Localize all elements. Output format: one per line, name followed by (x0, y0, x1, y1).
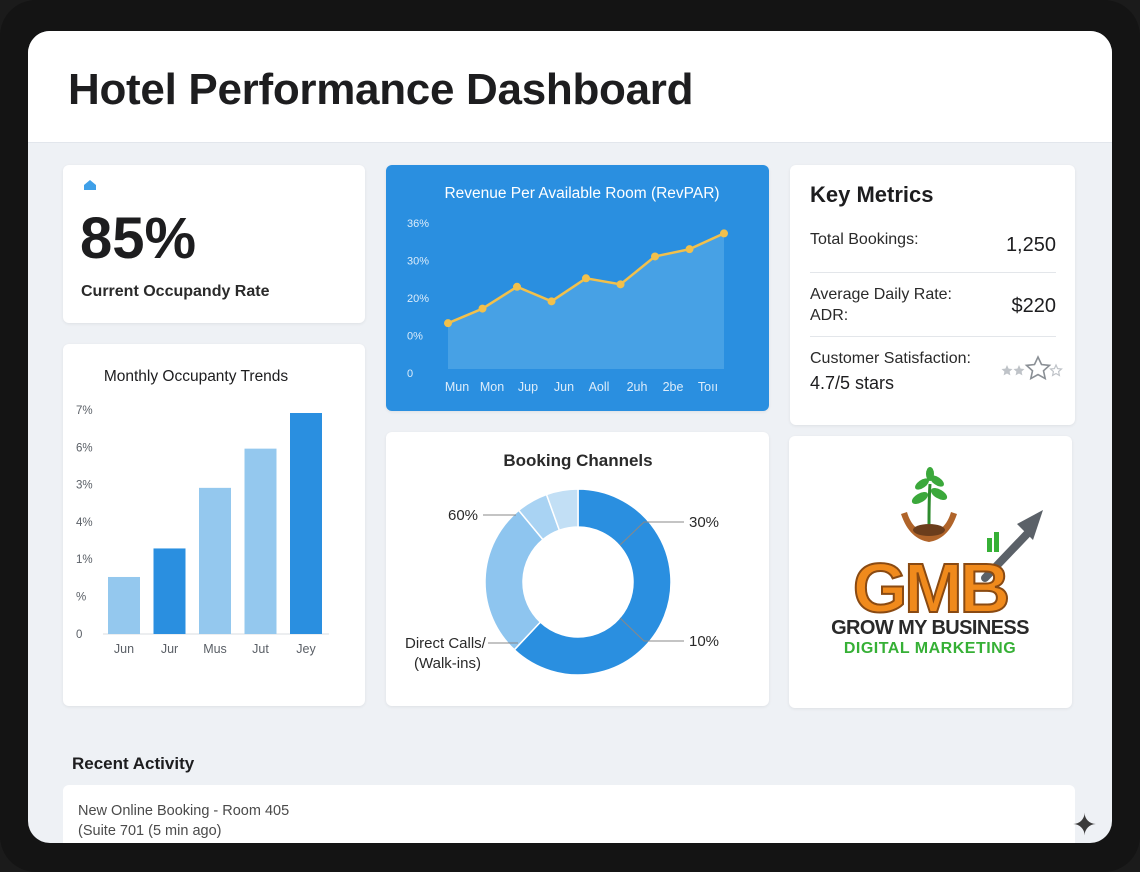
trend-y-tick: 7% (76, 405, 93, 417)
star-icon (1049, 363, 1063, 377)
revpar-y-tick: 0 (407, 368, 413, 380)
trend-y-tick: 3% (76, 480, 93, 492)
donut-segment-lightest (545, 488, 579, 532)
revpar-x-label: Aoll (589, 380, 610, 394)
metric-value: 1,250 (1005, 234, 1056, 256)
logo-initials: GMB (853, 549, 1008, 627)
gmb-logo: GMB GROW MY BUSINESS DIGITAL MARKETING (831, 467, 1043, 657)
trend-bar (290, 413, 322, 634)
revpar-point (444, 319, 452, 328)
trend-x-label: Jey (296, 642, 316, 656)
header: Hotel Performance Dashboard (28, 31, 1112, 143)
revpar-x-label: Toıı (698, 380, 718, 394)
metric-value: $220 (1011, 295, 1057, 317)
trend-y-tick: 1% (76, 554, 93, 566)
monthly-trends-chart: Monthly Occupanty Trends 7% 6% 3% 4% 1%% 0 Ju… (76, 368, 329, 656)
trend-x-label: Jur (161, 642, 178, 656)
revpar-x-label: Jun (554, 380, 574, 394)
trend-x-label: Jut (252, 642, 269, 656)
revpar-point (720, 229, 728, 238)
trend-title: Monthly Occupanty Trends (104, 368, 289, 385)
metric-label: ADR: (810, 307, 849, 324)
booking-channels-chart: Booking Channels 60% 30% 10% Direct Call… (405, 451, 719, 676)
donut-segment-light (484, 509, 544, 651)
revpar-x-label: 2be (663, 380, 684, 394)
logo-card: GMB GROW MY BUSINESS DIGITAL MARKETING (789, 436, 1072, 708)
revpar-title: Revenue Per Available Room (RevPAR) (444, 185, 719, 202)
metric-label: Average Daily Rate: (810, 286, 952, 303)
revpar-point (685, 245, 694, 254)
key-metrics-title: Key Metrics (810, 182, 934, 207)
leader-line (619, 617, 684, 642)
logo-line2: DIGITAL MARKETING (844, 640, 1016, 657)
occupancy-label: Current Occupandy Rate (81, 283, 270, 300)
metric-value: 4.7/5 stars (810, 373, 895, 393)
donut-label-60: 60% (448, 507, 478, 524)
donut-label-walkins: (Walk-ins) (414, 655, 481, 672)
revpar-y-tick: 20% (407, 293, 429, 305)
key-metrics-card: Key Metrics Total Bookings: 1,250 Averag… (790, 165, 1075, 425)
trend-bar (199, 487, 231, 634)
revpar-point (478, 304, 487, 313)
activity-line-2: (Suite 701 (5 min ago) (78, 823, 222, 839)
sparkle-icon: ✦ (1072, 809, 1098, 842)
revpar-point (651, 252, 659, 261)
revpar-point (547, 297, 556, 306)
donut-label-30: 30% (689, 514, 719, 531)
recent-activity-title: Recent Activity (72, 754, 195, 773)
metric-row-bookings: Total Bookings: 1,250 (810, 227, 1056, 273)
trend-y-tick: 6% (76, 442, 93, 454)
star-icon (1024, 355, 1052, 381)
leader-line (619, 521, 684, 546)
revpar-y-tick: 36% (407, 218, 429, 230)
revpar-x-label: Mun (445, 380, 469, 394)
donut-label-10: 10% (689, 633, 719, 650)
revpar-point (513, 282, 521, 291)
monthly-trends-card[interactable]: Monthly Occupanty Trends 7% 6% 3% 4% 1%% 0 Ju… (63, 344, 365, 706)
page-title: Hotel Performance Dashboard (68, 65, 694, 114)
rating-stars (1001, 355, 1063, 381)
revpar-x-label: Mon (480, 380, 504, 394)
trend-y-tick: 4% (76, 517, 93, 529)
revpar-x-label: 2uh (627, 380, 648, 394)
revpar-y-tick: 30% (407, 256, 429, 268)
trend-x-label: Jun (114, 642, 134, 656)
metric-row-adr: Average Daily Rate: ADR: $220 (810, 273, 1056, 337)
trend-x-label: Mus (203, 642, 227, 656)
donut-label-direct: Direct Calls/ (405, 635, 487, 652)
trend-y-tick: 0 (76, 629, 82, 641)
channels-title: Booking Channels (503, 451, 652, 470)
metric-label: Customer Satisfaction: (810, 350, 971, 367)
revpar-y-tick: 0% (407, 331, 423, 343)
revpar-chart: Revenue Per Available Room (RevPAR) 36% 3… (407, 185, 728, 394)
activity-line-1: New Online Booking - Room 405 (78, 803, 290, 819)
star-icon (1013, 365, 1025, 376)
donut-segment-dark (513, 488, 672, 676)
dashboard-screen: Hotel Performance Dashboard 85% Current … (28, 31, 1112, 843)
revpar-point (582, 274, 590, 283)
metric-label: Total Bookings: (810, 231, 919, 248)
home-icon (84, 180, 96, 190)
revpar-point (616, 280, 625, 289)
trend-bar (244, 448, 277, 634)
trend-y-tick: % (76, 592, 86, 604)
booking-channels-card[interactable]: Booking Channels 60% 30% 10% Direct Call… (386, 432, 769, 706)
metric-row-satisfaction: Customer Satisfaction: 4.7/5 stars (810, 337, 1063, 397)
activity-item[interactable]: New Online Booking - Room 405 (Suite 701… (63, 785, 1075, 843)
star-icon (1001, 365, 1013, 376)
revpar-card[interactable]: Revenue Per Available Room (RevPAR) 36% 3… (386, 165, 769, 411)
logo-line1: GROW MY BUSINESS (831, 617, 1029, 639)
occupancy-card[interactable]: 85% Current Occupandy Rate (63, 165, 365, 323)
trend-bar (108, 576, 140, 634)
occupancy-value: 85% (80, 206, 197, 271)
trend-bar (153, 548, 186, 634)
revpar-x-label: Jup (518, 380, 538, 394)
revpar-area (448, 233, 724, 369)
